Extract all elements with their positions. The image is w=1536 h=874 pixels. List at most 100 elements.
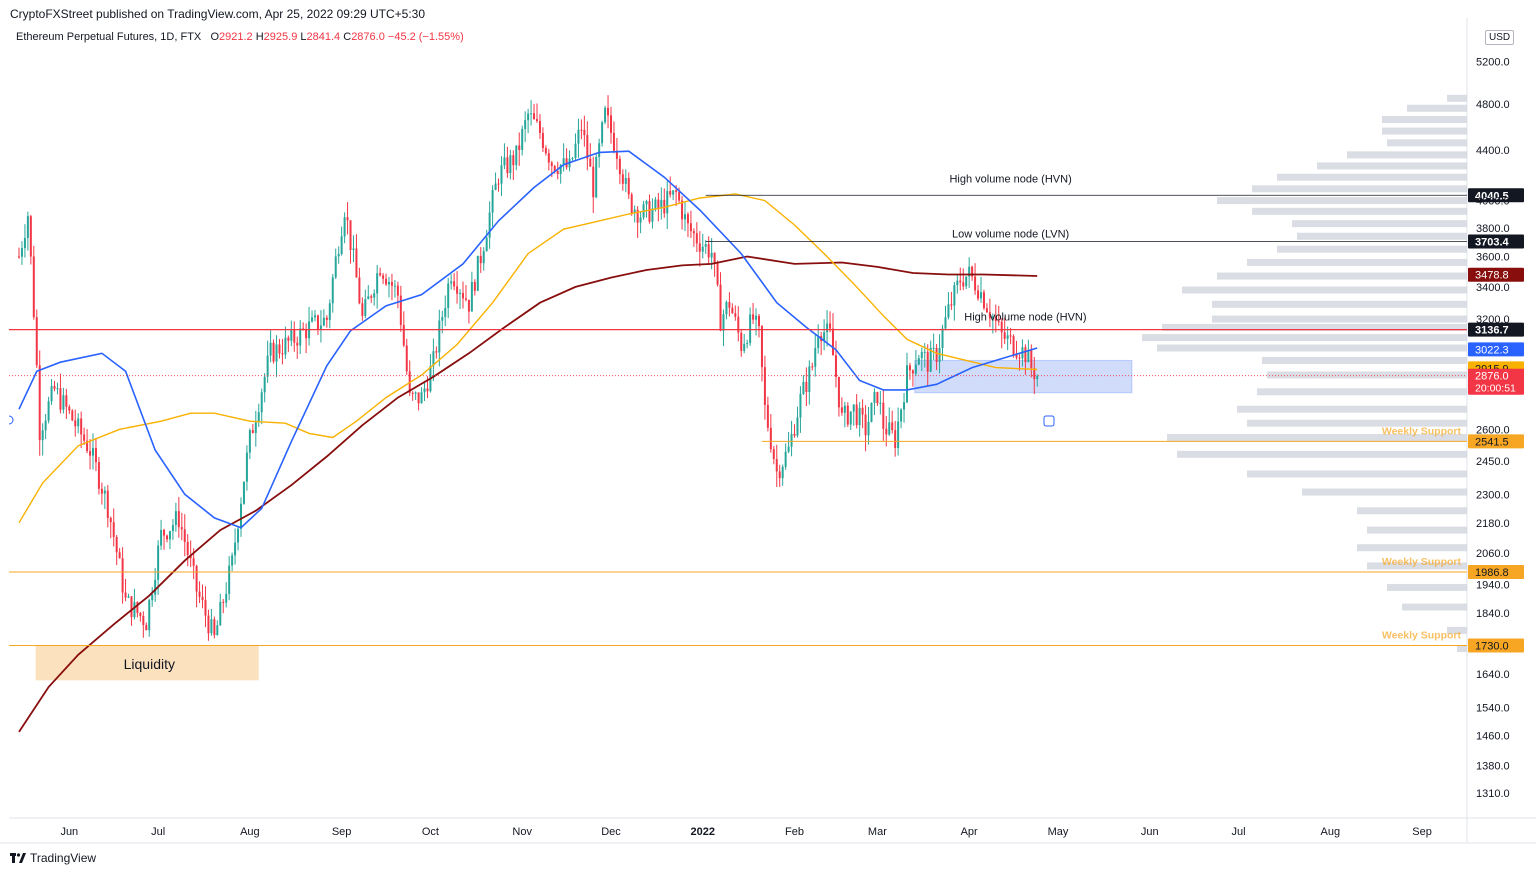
candle-body	[240, 503, 242, 529]
candle-body	[518, 145, 521, 150]
candle-body	[151, 594, 154, 601]
candle-body	[621, 174, 624, 184]
price-label-text: 3478.8	[1475, 270, 1509, 282]
candle-body	[849, 411, 852, 425]
candle-body	[624, 177, 627, 184]
volume-profile-bar	[1457, 645, 1467, 653]
volume-profile-bar	[1252, 185, 1467, 193]
volume-profile-bar	[1267, 371, 1467, 379]
tradingview-logo[interactable]: TradingView	[10, 851, 96, 865]
volume-profile-bar	[1247, 419, 1467, 427]
candle-body	[592, 166, 595, 198]
candle-body	[302, 328, 305, 330]
price-label-3136.7[interactable]	[1468, 322, 1524, 337]
candle-body	[749, 314, 752, 344]
candle-body	[263, 376, 266, 393]
candle-body	[109, 517, 112, 523]
candle-body	[959, 280, 962, 283]
candle-body	[985, 308, 988, 313]
volume-profile-bar	[1217, 197, 1467, 205]
time-axis-tick: Mar	[868, 826, 887, 838]
price-axis-tick: 2450.0	[1476, 456, 1510, 468]
candle-body	[500, 165, 503, 184]
price-axis-tick: 3600.0	[1476, 252, 1510, 264]
alert-marker[interactable]	[1043, 415, 1055, 427]
candle-body	[83, 434, 86, 441]
candle-body	[266, 355, 269, 377]
price-label-2541.5[interactable]	[1468, 434, 1524, 449]
price-label-1730.0[interactable]	[1468, 638, 1524, 653]
candle-body	[932, 347, 935, 349]
candle-body	[420, 392, 423, 404]
candle-body	[524, 120, 527, 129]
candle-body	[885, 428, 888, 435]
candle-body	[494, 183, 497, 190]
high-label: H	[255, 31, 264, 43]
candle-body	[607, 107, 610, 116]
candle-body	[272, 342, 275, 362]
candle-body	[971, 266, 974, 277]
candle-body	[716, 263, 719, 285]
candle-body	[382, 275, 385, 279]
candle-body	[234, 542, 237, 556]
candle-body	[689, 223, 692, 232]
candle-body	[731, 307, 734, 314]
candle-body	[565, 158, 568, 168]
price-label-3478.8[interactable]	[1468, 267, 1524, 282]
candle-body	[390, 281, 393, 286]
symbol-name[interactable]: Ethereum Perpetual Futures, 1D, FTX	[16, 31, 202, 43]
candle-body	[669, 191, 672, 195]
candle-body	[533, 113, 536, 120]
candle-body	[906, 365, 908, 403]
candle-body	[311, 317, 314, 322]
candle-body	[796, 417, 799, 436]
candle-body	[734, 313, 737, 317]
currency-badge[interactable]: USD	[1485, 30, 1515, 45]
candle-body	[316, 315, 319, 330]
price-axis-tick: 1540.0	[1476, 702, 1510, 714]
candle-body	[376, 273, 379, 294]
candle-body	[319, 325, 322, 330]
candle-body	[340, 236, 343, 255]
candle-body	[837, 376, 840, 408]
candle-body	[228, 565, 231, 594]
candle-body	[331, 277, 334, 304]
candle-body	[1027, 350, 1030, 363]
price-label-1986.8[interactable]	[1468, 565, 1524, 580]
candle-body	[35, 317, 38, 366]
candle-body	[86, 440, 89, 452]
time-axis-tick: Aug	[240, 826, 260, 838]
price-label-3703.4[interactable]	[1468, 234, 1524, 249]
candle-body	[648, 201, 651, 222]
candle-body	[293, 330, 296, 343]
candle-body	[103, 490, 106, 494]
price-label-3022.3[interactable]	[1468, 342, 1524, 357]
candle-body	[370, 296, 373, 298]
scroll-marker[interactable]	[8, 415, 14, 425]
price-label-4040.5[interactable]	[1468, 188, 1524, 203]
price-label-text: 1986.8	[1475, 567, 1509, 579]
candle-body	[855, 404, 858, 426]
level-text-weekly-support: Weekly Support	[1382, 556, 1462, 568]
close-label: C	[343, 31, 352, 43]
candle-body	[778, 471, 781, 479]
candle-body	[515, 145, 518, 166]
candle-body	[858, 407, 861, 426]
price-axis-tick: 3200.0	[1476, 314, 1510, 326]
candle-body	[361, 303, 364, 316]
candle-body	[462, 292, 464, 299]
candle-body	[802, 381, 805, 394]
candle-body	[903, 402, 906, 410]
candle-body	[154, 579, 157, 595]
candle-body	[133, 602, 136, 618]
candle-body	[980, 292, 982, 299]
candle-body	[870, 402, 873, 422]
zone-label-liquidity: Liquidity	[124, 656, 175, 672]
candle-body	[254, 422, 257, 434]
time-axis-tick: Jun	[60, 826, 78, 838]
candle-body	[251, 430, 254, 434]
candle-body	[846, 405, 849, 425]
price-label-2876.0[interactable]	[1468, 368, 1524, 395]
volume-profile-bar	[1447, 626, 1467, 634]
